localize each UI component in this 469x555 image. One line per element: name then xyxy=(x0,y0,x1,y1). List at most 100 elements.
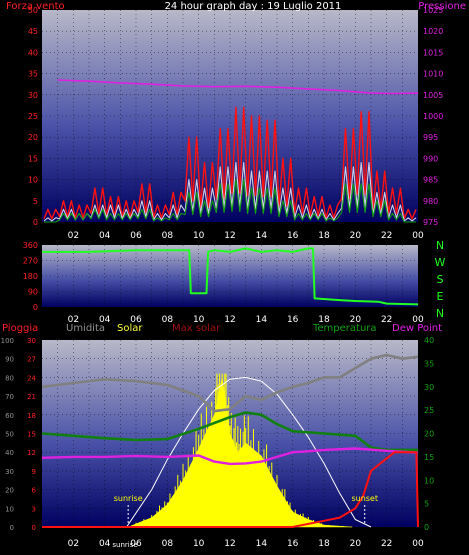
pressure-tick-label: 1020 xyxy=(423,27,443,36)
wind-speed-tick-label: 10 xyxy=(28,176,38,185)
wind-series-line xyxy=(44,179,416,223)
pressure-axis-title: Pressione xyxy=(418,1,466,12)
wind-pressure-x-tick-label: 00 xyxy=(412,231,424,241)
rain-humidity-x-tick-label: 16 xyxy=(287,539,299,549)
wind-direction-x-tick-label: 06 xyxy=(130,315,142,325)
legend-solar: Solar xyxy=(117,323,143,334)
wind-speed-tick-label: 50 xyxy=(28,6,38,15)
wind-direction-x-tick-label: 12 xyxy=(224,315,235,325)
rain-tick-label: 6 xyxy=(32,487,37,495)
wind-pressure-x-tick-label: 22 xyxy=(381,231,392,241)
temperature-tick-label: 20 xyxy=(424,430,434,439)
legend-max-solar: Max solar xyxy=(172,323,221,334)
wind-direction-x-tick-label: 08 xyxy=(162,315,174,325)
wind-direction-x-tick-label: 10 xyxy=(193,315,205,325)
sunset-label: sunset xyxy=(351,494,378,503)
direction-tick-label: 180 xyxy=(23,272,38,281)
humidity-tick-label: 50 xyxy=(5,431,14,439)
rain-tick-label: 3 xyxy=(32,505,36,513)
sunrise-axis-label: sunrise xyxy=(112,541,137,549)
rain-humidity-x-tick-label: 06 xyxy=(130,539,142,549)
pressure-tick-label: 1005 xyxy=(423,91,443,100)
pressure-tick-label: 985 xyxy=(423,176,438,185)
compass-label: E xyxy=(437,290,444,303)
wind-pressure-x-tick-label: 18 xyxy=(318,231,330,241)
wind-pressure-x-tick-label: 16 xyxy=(287,231,299,241)
max-solar-line xyxy=(126,376,372,528)
wind-direction-x-tick-label: 00 xyxy=(412,315,424,325)
humidity-tick-label: 80 xyxy=(5,374,14,382)
wind-series-line xyxy=(43,106,417,220)
pressure-tick-label: 1015 xyxy=(423,48,443,57)
temperature-tick-label: 30 xyxy=(424,383,434,392)
wind-direction-line xyxy=(42,247,419,306)
wind-direction-x-tick-label: 22 xyxy=(381,315,392,325)
temperature-tick-label: 15 xyxy=(424,453,434,462)
compass-label: S xyxy=(437,273,444,286)
wind-direction-x-tick-label: 14 xyxy=(256,315,268,325)
rain-tick-label: 27 xyxy=(27,356,36,364)
pressure-tick-label: 990 xyxy=(423,154,438,163)
humidity-tick-label: 70 xyxy=(5,393,14,401)
wind-speed-tick-label: 25 xyxy=(28,112,38,121)
wind-series-line xyxy=(43,162,417,222)
rain-humidity-x-tick-label: 04 xyxy=(99,539,111,549)
wind-speed-tick-label: 20 xyxy=(28,133,38,142)
direction-tick-label: 0 xyxy=(33,303,38,312)
chart-title: 24 hour graph day : 19 Luglio 2011 xyxy=(165,1,342,12)
rain-humidity-x-tick-label: 10 xyxy=(193,539,205,549)
wind-pressure-x-tick-label: 04 xyxy=(99,231,111,241)
humidity-tick-label: 20 xyxy=(5,487,14,495)
direction-tick-label: 270 xyxy=(23,257,38,266)
dew-point-line xyxy=(41,447,419,466)
humidity-tick-label: 100 xyxy=(1,337,14,345)
wind-pressure-x-tick-label: 08 xyxy=(162,231,174,241)
temperature-tick-label: 35 xyxy=(424,359,434,368)
wind-pressure-panel: 0510152025303540455097598098599099510001… xyxy=(28,6,444,241)
wind-direction-x-tick-label: 16 xyxy=(287,315,299,325)
wind-pressure-x-tick-label: 14 xyxy=(256,231,268,241)
direction-tick-label: 90 xyxy=(28,288,38,297)
temperature-tick-label: 40 xyxy=(424,336,434,345)
chart-labels: 24 hour graph day : 19 Luglio 2011 Forza … xyxy=(2,1,466,334)
rain-humidity-x-tick-label: 02 xyxy=(68,539,79,549)
wind-speed-tick-label: 35 xyxy=(28,70,38,79)
legend-umidita: Umidita xyxy=(66,323,105,334)
rain-tick-label: 24 xyxy=(27,374,36,382)
wind-pressure-x-tick-label: 10 xyxy=(193,231,205,241)
compass-label: N xyxy=(436,239,444,252)
humidity-line xyxy=(41,353,419,413)
wind-pressure-x-tick-label: 06 xyxy=(130,231,142,241)
wind-pressure-x-tick-label: 20 xyxy=(350,231,362,241)
humidity-tick-label: 10 xyxy=(5,505,14,513)
pressure-tick-label: 1000 xyxy=(423,112,443,121)
legend-dew-point: Dew Point xyxy=(392,323,442,334)
rain-humidity-x-tick-label: 00 xyxy=(412,539,424,549)
temperature-tick-label: 0 xyxy=(424,523,429,532)
wind-pressure-x-tick-label: 12 xyxy=(224,231,235,241)
rain-tick-label: 21 xyxy=(27,393,36,401)
rain-humidity-temperature-panel: 0102030405060708090100036912151821242730… xyxy=(1,336,435,549)
wind-speed-tick-label: 30 xyxy=(28,91,38,100)
rain-line xyxy=(42,451,419,528)
wind-speed-tick-label: 40 xyxy=(28,48,38,57)
wind-speed-tick-label: 45 xyxy=(28,27,38,36)
wind-direction-x-tick-label: 04 xyxy=(99,315,111,325)
wind-pressure-x-tick-label: 02 xyxy=(68,231,79,241)
sunrise-label: sunrise xyxy=(114,494,143,503)
wind-axis-title: Forza vento xyxy=(6,1,65,12)
wind-direction-x-tick-label: 02 xyxy=(68,315,79,325)
wind-direction-x-tick-label: 20 xyxy=(350,315,362,325)
humidity-tick-label: 40 xyxy=(5,449,14,457)
temperature-tick-label: 5 xyxy=(424,500,429,509)
rain-humidity-x-tick-label: 18 xyxy=(318,539,330,549)
rain-tick-label: 30 xyxy=(27,337,36,345)
rain-tick-label: 9 xyxy=(32,468,36,476)
rain-humidity-x-tick-label: 14 xyxy=(256,539,268,549)
pressure-tick-label: 1010 xyxy=(423,70,443,79)
rain-humidity-x-tick-label: 12 xyxy=(224,539,235,549)
direction-tick-label: 360 xyxy=(23,241,38,250)
pressure-tick-label: 975 xyxy=(423,218,438,227)
legend-temperatura: Temperatura xyxy=(312,323,377,334)
